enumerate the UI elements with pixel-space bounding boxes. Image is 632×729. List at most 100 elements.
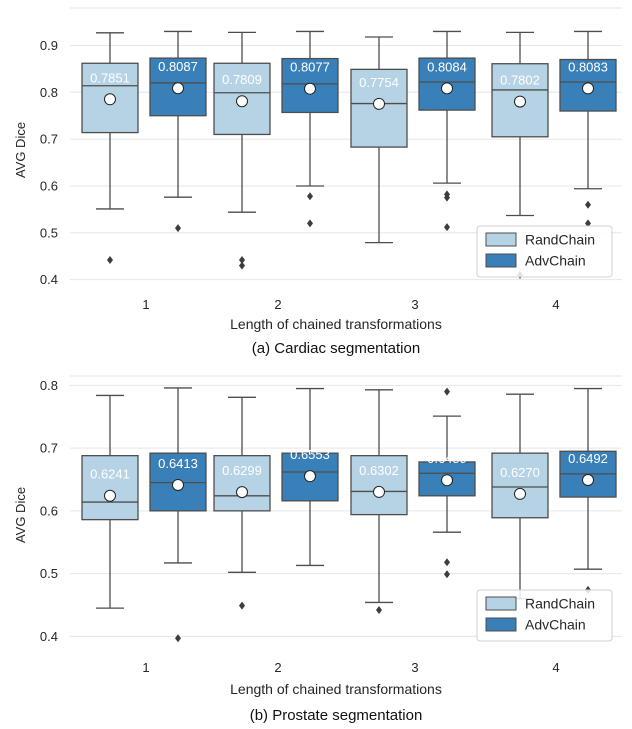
box-iqr [491, 452, 549, 519]
mean-label: 0.7851 [90, 70, 130, 85]
mean-marker [172, 82, 184, 95]
y-tick-label: 0.8 [40, 85, 58, 100]
mean-label: 0.7809 [222, 72, 262, 87]
legend-swatch-randchain [485, 596, 517, 611]
mean-marker [582, 82, 594, 95]
mean-label: 0.8087 [158, 59, 198, 74]
mean-marker [373, 97, 385, 110]
mean-marker [304, 470, 316, 483]
x-axis-label: Length of chained transformations [230, 681, 442, 697]
box-advchain-2: 0.6553 [281, 387, 339, 567]
x-tick-label: 3 [411, 297, 418, 312]
outlier-point [444, 223, 450, 232]
mean-label: 0.6241 [90, 467, 130, 482]
mean-marker [582, 474, 594, 487]
box-iqr [491, 63, 549, 138]
y-tick-label: 0.4 [40, 629, 58, 644]
outlier-point [107, 255, 113, 264]
mean-marker [373, 485, 385, 498]
mean-label: 0.6492 [568, 451, 608, 466]
outlier-point [175, 224, 181, 233]
mean-marker [304, 82, 316, 95]
y-axis-label: AVG Dice [13, 122, 28, 178]
outlier-point [307, 192, 313, 201]
x-tick-label: 4 [552, 297, 559, 312]
mean-marker [236, 95, 248, 108]
outlier-point [585, 200, 591, 209]
chart-panel-1: 0.4 0.5 0.6 0.7 0.8 0.9 1 2 3 4 0.7851 0.7809 0.7754… [13, 7, 622, 357]
box-iqr [81, 455, 139, 521]
y-tick-label: 0.6 [40, 178, 58, 193]
legend-label-randchain: RandChain [525, 596, 595, 612]
box-randchain-3: 0.6302 [350, 389, 408, 614]
mean-marker [514, 487, 526, 500]
outlier-point [444, 558, 450, 567]
legend-label-advchain: AdvChain [525, 253, 586, 269]
legend: RandChain AdvChain [476, 225, 613, 278]
mean-marker [514, 95, 526, 108]
box-iqr [281, 57, 339, 114]
box-advchain-2: 0.8077 [281, 30, 339, 228]
box-advchain-1: 0.6413 [149, 387, 207, 643]
y-tick-label: 0.4 [40, 272, 58, 287]
box-iqr [418, 57, 476, 111]
box-advchain-3: 0.8084 [418, 30, 476, 232]
x-tick-label: 1 [142, 660, 149, 675]
box-randchain-2: 0.7809 [213, 31, 271, 270]
figure-caption: (a) Cardiac segmentation [252, 340, 420, 357]
box-advchain-1: 0.8087 [149, 30, 207, 233]
box-iqr [213, 455, 271, 512]
box-advchain-3: 0.6489 [418, 387, 476, 579]
legend-label-advchain: AdvChain [525, 617, 586, 633]
box-randchain-4: 0.7802 [491, 31, 549, 279]
outlier-point [239, 601, 245, 610]
mean-label: 0.7802 [500, 73, 540, 88]
outlier-point [239, 255, 245, 264]
mean-label: 0.6553 [290, 447, 330, 462]
mean-marker [236, 486, 248, 499]
x-tick-label: 4 [552, 660, 559, 675]
y-tick-label: 0.9 [40, 38, 58, 53]
outlier-point [444, 193, 450, 202]
chart-panel-2: 0.4 0.5 0.6 0.7 0.8 1 2 3 4 0.6241 0.6299 0.6302 0.6… [13, 375, 622, 724]
box-advchain-4: 0.8083 [559, 30, 617, 228]
outlier-point [444, 570, 450, 579]
mean-marker [104, 489, 116, 502]
y-tick-label: 0.7 [40, 132, 58, 147]
y-tick-label: 0.7 [40, 441, 58, 456]
mean-label: 0.6302 [359, 463, 399, 478]
y-tick-label: 0.6 [40, 503, 58, 518]
x-tick-label: 2 [274, 660, 281, 675]
legend-swatch-advchain [485, 253, 517, 268]
outlier-point [585, 219, 591, 228]
mean-marker [441, 474, 453, 487]
mean-marker [172, 478, 184, 491]
mean-marker [441, 82, 453, 95]
outlier-point [175, 634, 181, 643]
legend-swatch-randchain [485, 232, 517, 247]
y-tick-label: 0.8 [40, 378, 58, 393]
outlier-point [239, 261, 245, 270]
outlier-point [376, 605, 382, 614]
box-iqr [350, 455, 408, 516]
mean-label: 0.6413 [158, 456, 198, 471]
mean-label: 0.6489 [427, 451, 467, 466]
outlier-point [444, 387, 450, 396]
x-axis-label: Length of chained transformations [230, 316, 442, 332]
mean-marker [104, 93, 116, 106]
mean-label: 0.6270 [500, 465, 540, 480]
y-axis-label: AVG Dice [13, 487, 28, 543]
box-randchain-1: 0.6241 [81, 394, 139, 609]
box-randchain-2: 0.6299 [213, 396, 271, 610]
figure-caption: (b) Prostate segmentation [250, 707, 423, 724]
box-randchain-3: 0.7754 [350, 36, 408, 244]
x-tick-label: 3 [411, 660, 418, 675]
mean-label: 0.7754 [359, 75, 399, 90]
box-randchain-4: 0.6270 [491, 393, 549, 600]
legend-label-randchain: RandChain [525, 232, 595, 248]
y-tick-label: 0.5 [40, 566, 58, 581]
mean-label: 0.6299 [222, 463, 262, 478]
legend-swatch-advchain [485, 617, 517, 632]
mean-label: 0.8083 [568, 59, 608, 74]
